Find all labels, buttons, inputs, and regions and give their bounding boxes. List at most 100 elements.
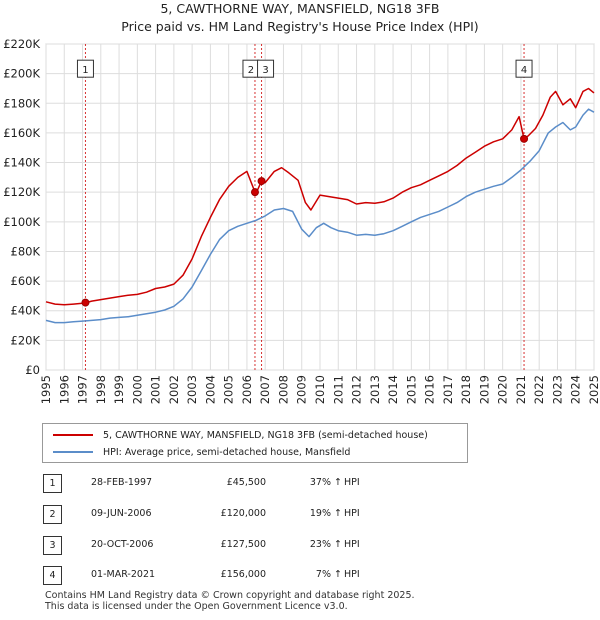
table-row: 1 28-FEB-1997 £45,500 37% ↑ HPI (0, 474, 600, 494)
x-tick-label: 2011 (331, 375, 345, 404)
hpi-line (45, 108, 595, 324)
legend-swatch-hpi (53, 451, 93, 453)
x-tick-label: 2023 (550, 375, 564, 404)
row-price: £127,500 (220, 539, 266, 550)
transaction-label-text: 1 (82, 65, 88, 76)
x-tick-label: 2012 (350, 375, 364, 404)
footer-copyright: Contains HM Land Registry data © Crown c… (45, 590, 415, 601)
legend-item-property: 5, CAWTHORNE WAY, MANSFIELD, NG18 3FB (s… (53, 427, 428, 443)
property-price-line (45, 87, 595, 306)
legend-swatch-property (53, 434, 93, 436)
grid (45, 43, 595, 371)
row-hpi-label: HPI (344, 477, 360, 488)
row-date: 28-FEB-1997 (91, 477, 153, 488)
x-tick-label: 2007 (258, 375, 272, 404)
y-tick-label: £0 (25, 363, 40, 377)
x-tick-label: 2020 (496, 375, 510, 404)
x-tick-label: 2008 (276, 375, 290, 404)
row-hpi-percent: 23% ↑ (286, 539, 342, 550)
transaction-label-box (257, 59, 275, 78)
y-tick-label: £80K (11, 244, 41, 258)
transaction-label-box (515, 59, 533, 78)
transaction-point (257, 177, 266, 186)
row-hpi-label: HPI (344, 539, 360, 550)
row-price: £120,000 (220, 508, 266, 519)
y-tick-label: £20K (11, 333, 41, 347)
y-tick-label: £140K (3, 156, 40, 170)
row-number-badge: 4 (43, 566, 62, 585)
x-tick-label: 2005 (222, 375, 236, 404)
row-hpi-percent: 19% ↑ (286, 508, 342, 519)
transaction-label: 4 (515, 59, 533, 78)
row-hpi-label: HPI (344, 569, 360, 580)
arrow-up-icon: ↑ (334, 539, 342, 550)
arrow-up-icon: ↑ (334, 569, 342, 580)
row-hpi-percent: 37% ↑ (286, 477, 342, 488)
x-tick-label: 1999 (112, 375, 126, 404)
row-hpi-percent: 7% ↑ (286, 569, 342, 580)
row-hpi-label: HPI (344, 508, 360, 519)
legend-label-hpi: HPI: Average price, semi-detached house,… (103, 446, 351, 458)
x-tick-label: 2013 (368, 375, 382, 404)
x-tick-label: 2000 (130, 375, 144, 404)
footer-licence: This data is licensed under the Open Gov… (45, 601, 348, 612)
y-tick-label: £180K (3, 96, 40, 110)
row-hpi-pct: 19% (309, 508, 331, 519)
transaction-label: 3 (257, 59, 275, 78)
row-price: £156,000 (220, 569, 266, 580)
x-tick-label: 1996 (57, 375, 71, 404)
transaction-label-text: 3 (262, 65, 268, 76)
x-tick-label: 2003 (185, 375, 199, 404)
row-date: 20-OCT-2006 (91, 539, 154, 550)
table-row: 2 09-JUN-2006 £120,000 19% ↑ HPI (0, 505, 600, 525)
row-number-badge: 3 (43, 536, 62, 555)
row-number-badge: 2 (43, 505, 62, 524)
transaction-label: 1 (76, 59, 94, 78)
x-tick-label: 2004 (203, 375, 217, 404)
x-tick-label: 2024 (569, 375, 583, 404)
transaction-point (520, 134, 529, 143)
x-tick-label: 2017 (441, 375, 455, 404)
x-tick-label: 2002 (167, 375, 181, 404)
transaction-points (81, 134, 529, 307)
series-lines (45, 87, 595, 324)
x-tick-label: 2018 (459, 375, 473, 404)
x-tick-label: 2022 (532, 375, 546, 404)
transaction-point (250, 188, 259, 197)
y-tick-label: £220K (3, 37, 40, 51)
transaction-label-text: 4 (521, 65, 527, 76)
y-tick-label: £200K (3, 67, 40, 81)
y-tick-label: £100K (3, 215, 40, 229)
row-hpi-pct: 7% (315, 569, 331, 580)
row-hpi-pct: 23% (309, 539, 331, 550)
x-tick-label: 2015 (404, 375, 418, 404)
x-tick-label: 1997 (76, 375, 90, 404)
x-tick-label: 2021 (514, 375, 528, 404)
x-tick-label: 1998 (94, 375, 108, 404)
chart-title-address: 5, CAWTHORNE WAY, MANSFIELD, NG18 3FB (160, 1, 440, 16)
x-tick-label: 1995 (39, 375, 53, 404)
y-tick-label: £40K (11, 304, 41, 318)
table-row: 3 20-OCT-2006 £127,500 23% ↑ HPI (0, 536, 600, 556)
row-price: £45,500 (226, 477, 266, 488)
row-number-badge: 1 (43, 474, 62, 493)
legend-label-property: 5, CAWTHORNE WAY, MANSFIELD, NG18 3FB (s… (103, 429, 428, 441)
x-tick-label: 2001 (149, 375, 163, 404)
legend: 5, CAWTHORNE WAY, MANSFIELD, NG18 3FB (s… (42, 423, 468, 463)
transaction-label-text: 2 (248, 65, 254, 76)
legend-item-hpi: HPI: Average price, semi-detached house,… (53, 444, 350, 460)
table-row: 4 01-MAR-2021 £156,000 7% ↑ HPI (0, 566, 600, 586)
transaction-label-box (76, 59, 94, 78)
chart-title: Price paid vs. HM Land Registry's House … (121, 19, 479, 34)
transaction-label: 2 (242, 59, 260, 78)
axes: £0 £20K £40K £60K £80K £100K £120K £140K £160K £1… (3, 37, 600, 404)
x-tick-label: 2006 (240, 375, 254, 404)
row-hpi-pct: 37% (309, 477, 331, 488)
arrow-up-icon: ↑ (334, 508, 342, 519)
y-tick-label: £120K (3, 185, 40, 199)
row-date: 01-MAR-2021 (91, 569, 156, 580)
x-tick-label: 2025 (587, 375, 600, 404)
arrow-up-icon: ↑ (334, 477, 342, 488)
